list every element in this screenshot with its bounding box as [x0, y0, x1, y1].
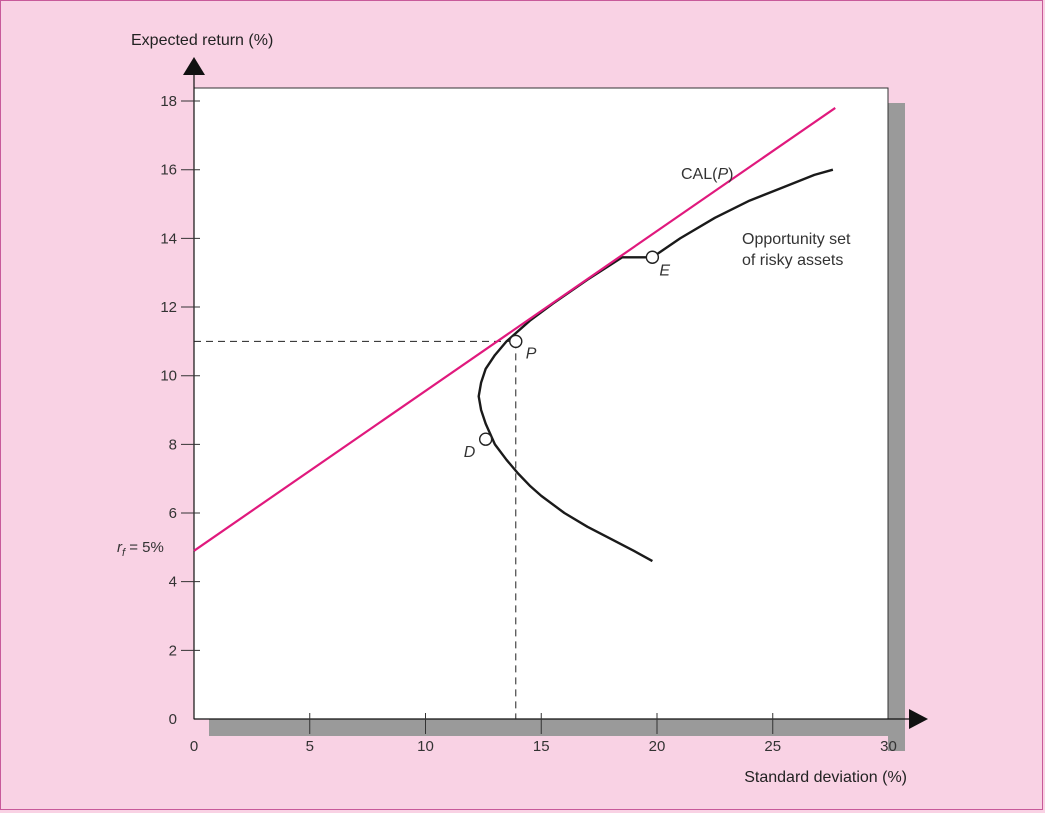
y-tick-label-2: 2: [169, 642, 177, 659]
x-tick-label-15: 15: [533, 738, 550, 755]
x-tick-label-25: 25: [764, 738, 781, 755]
plot-shadow: [209, 103, 905, 751]
x-tick-label-20: 20: [649, 738, 666, 755]
rf-label-sub: f: [122, 547, 126, 559]
opportunity-set-curve: [477, 168, 834, 563]
labels: Expected return (%) Standard deviation (…: [117, 32, 907, 786]
shadow-right: [888, 103, 905, 751]
rf-label: rf = 5%: [117, 539, 164, 559]
y-tick-label-10: 10: [160, 368, 177, 385]
opportunity-label-line2: of risky assets: [742, 252, 843, 269]
cal-label: CAL(P): [681, 166, 733, 183]
point-P: [509, 334, 523, 349]
x-tick-label-10: 10: [417, 738, 434, 755]
y-tick-label-8: 8: [169, 436, 177, 453]
rf-label-rest: = 5%: [125, 539, 164, 556]
plot-box: [193, 87, 889, 720]
cal-label-close: ): [728, 166, 733, 183]
point-D: [478, 432, 493, 446]
cal-label-p: P: [717, 166, 728, 183]
x-axis-arrow: [909, 709, 928, 729]
x-axis-title: Standard deviation (%): [744, 769, 907, 786]
y-tick-label-4: 4: [169, 574, 177, 591]
point-label-D: D: [464, 444, 476, 461]
point-E: [645, 250, 660, 264]
opportunity-label-line1: Opportunity set: [742, 231, 851, 248]
y-tick-label-12: 12: [160, 299, 177, 316]
y-tick-label-16: 16: [160, 162, 177, 179]
y-tick-label-0: 0: [169, 711, 177, 728]
rf-label-r: r: [117, 539, 123, 556]
x-tick-label-30: 30: [880, 738, 897, 755]
plot-area: [193, 87, 889, 720]
point-label-E: E: [659, 262, 670, 279]
cal-label-text: CAL(: [681, 166, 718, 183]
y-axis-title: Expected return (%): [131, 32, 273, 49]
x-tick-label-0: 0: [190, 738, 198, 755]
y-axis-arrow: [183, 57, 205, 75]
point-label-P: P: [526, 345, 537, 362]
y-tick-label-18: 18: [160, 93, 177, 110]
shadow-bottom: [209, 719, 905, 736]
axes: 0 2 4 6 8 10 12 14 16 18 0 5 10 15 20 25 30: [160, 57, 928, 755]
x-tick-label-5: 5: [306, 738, 314, 755]
y-tick-label-6: 6: [169, 505, 177, 522]
data-layer: P E D: [193, 107, 836, 719]
cal-line: [193, 107, 836, 552]
y-tick-label-14: 14: [160, 230, 177, 247]
